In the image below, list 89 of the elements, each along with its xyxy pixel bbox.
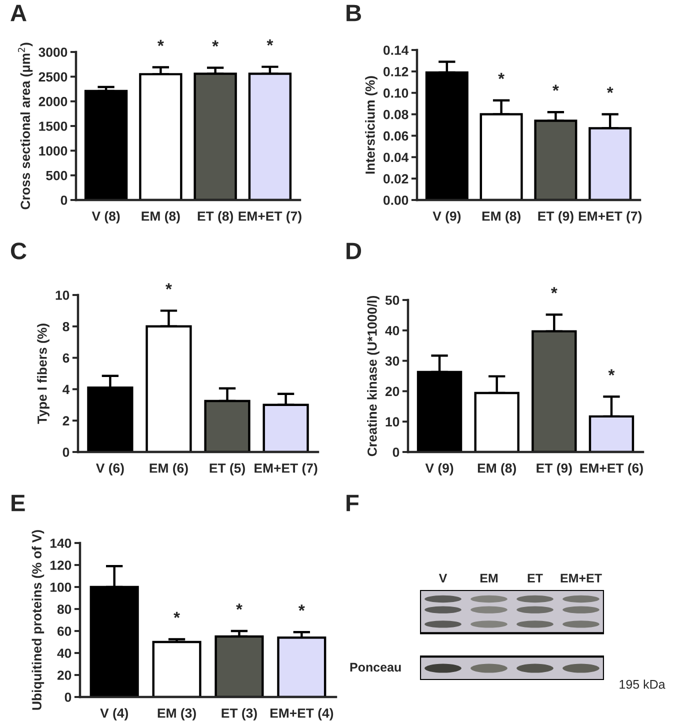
y-tick-label: 140	[50, 538, 72, 548]
data-label: *	[498, 72, 505, 80]
y-axis-title: Cross sectional area (μm$^{2}$)	[18, 42, 33, 210]
x-tick-label: ET (9)	[538, 211, 574, 224]
x-tick-label: EM (3)	[158, 708, 196, 720]
y-tick-label: 0.12	[384, 66, 408, 76]
x-tick-label: EM (6)	[150, 463, 188, 476]
data-label: *	[236, 604, 242, 610]
x-tick-label: EM+ET (7)	[238, 211, 302, 224]
y-tick-label: 80	[57, 604, 72, 614]
chart-title: B	[346, 4, 361, 22]
text: Ponceau	[350, 662, 401, 672]
y-tick-label: 3000	[38, 48, 68, 57]
y-axis-title: Creatine kinase (U*1000/l)	[367, 296, 380, 456]
chart-title: A	[10, 4, 26, 22]
text: 195 kDa	[620, 680, 666, 689]
y-tick-label: 1500	[39, 122, 68, 131]
y-tick-label: 0.00	[384, 196, 408, 205]
y-tick-label: 60	[57, 626, 72, 636]
x-tick-label: EM+ET (7)	[578, 211, 642, 224]
x-tick-label: V (9)	[432, 211, 461, 224]
chart-title: E	[12, 494, 25, 512]
text: F	[346, 494, 359, 512]
y-tick-label: 40	[57, 648, 72, 658]
data-label: *	[166, 283, 172, 290]
data-label: *	[174, 612, 180, 618]
bar	[214, 635, 264, 697]
x-tick-label: V (9)	[425, 463, 454, 476]
bar	[84, 90, 128, 200]
y-tick-label: 4	[62, 384, 70, 394]
y-tick-label: 0.08	[384, 110, 408, 120]
bar	[194, 72, 237, 200]
chart-title: C	[10, 242, 26, 260]
x-tick-label: EM+ET (7)	[254, 463, 318, 476]
y-tick-label: 0.04	[384, 152, 409, 162]
y-tick-label: 500	[46, 170, 68, 180]
y-axis-title: Type I fibers (%)	[37, 324, 50, 424]
data-label: *	[552, 84, 559, 91]
data-label: *	[212, 40, 219, 47]
bar	[152, 640, 202, 697]
y-tick-label: 40	[385, 326, 400, 336]
y-axis-title: Ubiquitined proteins (% of V)	[32, 530, 44, 710]
category-label: ET	[528, 574, 543, 582]
y-tick-label: 0	[392, 448, 400, 457]
x-tick-label: ET (3)	[222, 708, 257, 720]
y-tick-label: 6	[62, 353, 70, 363]
data-label: *	[550, 287, 558, 294]
y-tick-label: 120	[50, 560, 72, 570]
data-label: *	[157, 40, 164, 46]
y-tick-label: 20	[385, 386, 400, 396]
x-tick-label: EM+ET (6)	[580, 463, 643, 476]
y-tick-label: 20	[57, 670, 72, 680]
y-tick-label: 2000	[38, 96, 68, 106]
x-tick-label: EM (8)	[142, 211, 180, 224]
x-tick-label: V (4)	[100, 708, 128, 720]
category-label: V	[438, 574, 448, 582]
data-label: *	[298, 604, 305, 611]
data-label: *	[608, 369, 615, 376]
y-tick-label: 0.06	[384, 131, 408, 141]
x-tick-label: ET (5)	[210, 463, 245, 476]
y-tick-label: 30	[385, 356, 400, 366]
y-tick-label: 2500	[38, 72, 68, 82]
y-tick-label: 0.10	[384, 88, 408, 98]
bar	[277, 636, 326, 697]
x-tick-label: V (8)	[92, 211, 120, 224]
y-tick-label: 8	[62, 322, 70, 332]
y-tick-label: 10	[386, 417, 400, 427]
y-axis-title: Intersticium (%)	[365, 76, 378, 174]
x-tick-label: EM (8)	[478, 463, 516, 476]
y-tick-label: 1000	[39, 146, 68, 156]
y-tick-label: 50	[385, 296, 400, 305]
x-tick-label: EM+ET (4)	[270, 708, 334, 720]
y-tick-label: 2	[62, 416, 70, 426]
x-tick-label: EM (8)	[482, 211, 520, 224]
y-tick-label: 0.02	[384, 174, 408, 184]
y-tick-label: 0	[60, 196, 68, 205]
x-tick-label: ET (9)	[536, 463, 572, 476]
category-label: EM+ET	[560, 574, 602, 582]
category-label: EM	[480, 574, 498, 582]
data-label: *	[606, 86, 614, 94]
data-label: *	[266, 39, 274, 46]
y-tick-label: 100	[50, 582, 72, 592]
x-tick-label: ET (8)	[198, 211, 233, 224]
y-tick-label: 0	[64, 692, 72, 702]
y-tick-label: 0.14	[384, 46, 409, 55]
y-tick-label: 0	[62, 448, 70, 457]
x-tick-label: V (6)	[96, 463, 124, 476]
y-tick-label: 10	[56, 290, 70, 300]
chart-title: D	[346, 242, 362, 260]
